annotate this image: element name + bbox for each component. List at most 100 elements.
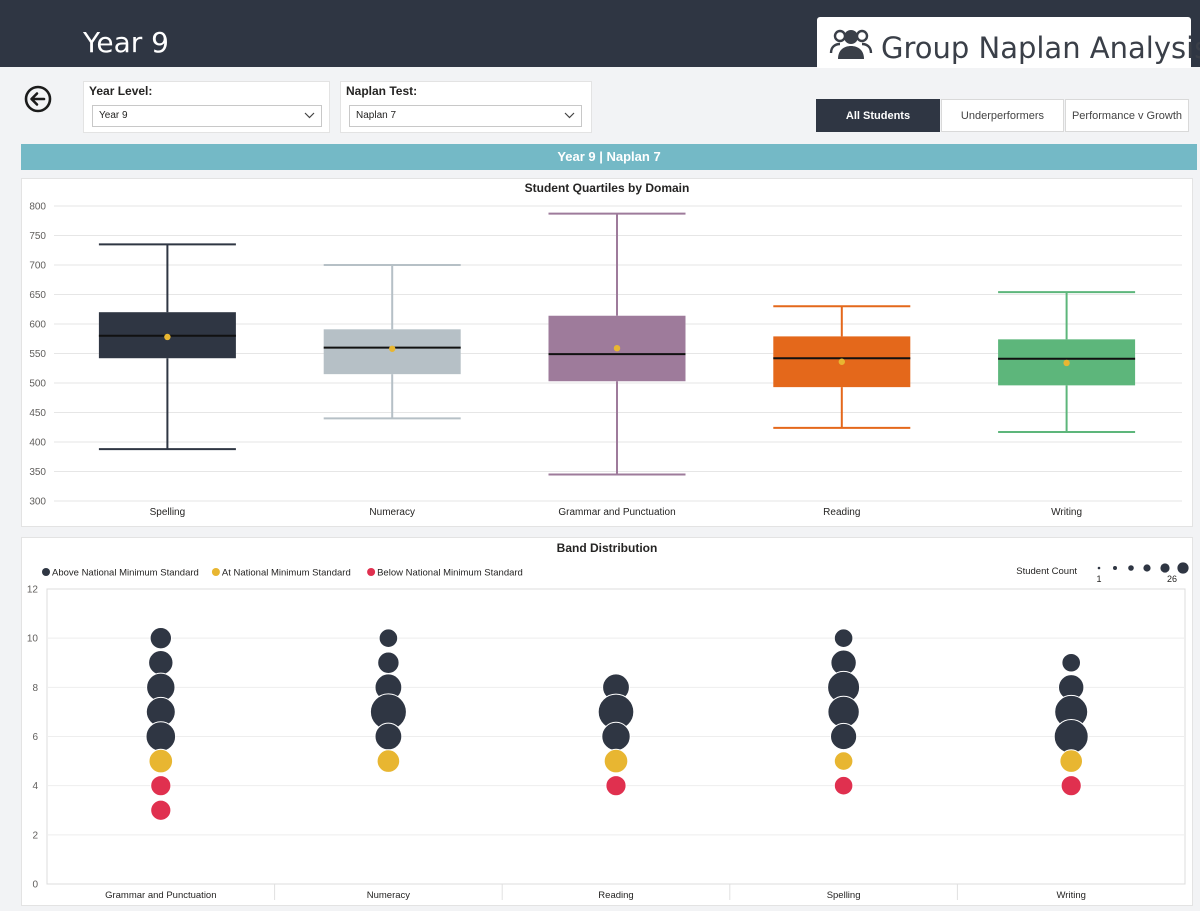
y-tick-label: 800 xyxy=(29,202,46,213)
bubble-at xyxy=(1059,749,1083,773)
box-reading xyxy=(773,305,911,429)
x-tick-label: Spelling xyxy=(827,890,861,901)
year-level-filter: Year Level: Year 9 xyxy=(83,81,330,133)
back-arrow-icon[interactable] xyxy=(24,85,52,113)
year-level-label: Year Level: xyxy=(89,84,153,98)
mean-marker xyxy=(613,344,621,352)
size-legend-dot xyxy=(1128,565,1134,571)
size-legend-min: 1 xyxy=(1096,574,1101,584)
y-tick-label: 12 xyxy=(27,585,39,596)
box-writing xyxy=(998,291,1136,433)
bubble-at xyxy=(603,748,629,774)
band-distribution-chart: Above National Minimum Standard At Nation… xyxy=(27,562,1189,901)
y-tick-label: 400 xyxy=(29,438,46,449)
bubble-above xyxy=(145,721,177,752)
bubble-above xyxy=(377,651,400,674)
legend-marker-above xyxy=(42,568,50,576)
y-tick-label: 10 xyxy=(27,634,39,645)
bubble-above xyxy=(1061,652,1081,673)
bubble-above xyxy=(148,650,174,676)
bubble-below xyxy=(833,775,854,796)
size-legend-dot xyxy=(1143,564,1151,572)
x-tick-label: Numeracy xyxy=(367,890,411,901)
y-tick-label: 650 xyxy=(29,290,46,301)
tab-underperformers[interactable]: Underperformers xyxy=(941,99,1064,132)
view-tabs: All Students Underperformers Performance… xyxy=(816,99,1190,132)
bubble-above xyxy=(149,626,173,650)
x-tick-label: Reading xyxy=(823,507,860,518)
x-tick-label: Writing xyxy=(1057,890,1086,901)
naplan-test-dropdown[interactable]: Naplan 7 xyxy=(349,105,582,127)
brand-panel: Group Naplan Analysis xyxy=(817,17,1200,68)
year-level-value: Year 9 xyxy=(99,110,128,121)
size-legend-label: Student Count xyxy=(1016,566,1077,577)
legend-label-below: Below National Minimum Standard xyxy=(377,568,523,579)
y-tick-label: 0 xyxy=(32,880,38,891)
y-tick-label: 2 xyxy=(32,830,38,841)
mean-marker xyxy=(389,345,396,352)
chevron-down-icon xyxy=(564,112,575,119)
x-tick-label: Grammar and Punctuation xyxy=(105,890,216,901)
legend-marker-at xyxy=(211,568,220,576)
y-tick-label: 6 xyxy=(32,732,38,743)
y-tick-label: 700 xyxy=(29,261,46,272)
bubble-below xyxy=(605,775,627,797)
bubble-at xyxy=(376,749,401,773)
size-legend-dot xyxy=(1177,562,1189,574)
mean-marker xyxy=(1063,359,1070,367)
chevron-down-icon xyxy=(304,112,315,119)
size-legend-max: 26 xyxy=(1167,574,1177,584)
band-chart-card: Band Distribution Above National Minimum… xyxy=(21,537,1193,906)
x-tick-label: Numeracy xyxy=(369,507,415,518)
quartiles-chart-card: Student Quartiles by Domain 300 350 400 450… xyxy=(21,178,1193,527)
legend-marker-below xyxy=(367,568,376,576)
bubble-above xyxy=(830,722,858,751)
legend-label-above: Above National Minimum Standard xyxy=(52,568,199,579)
naplan-test-value: Naplan 7 xyxy=(356,110,397,121)
bubble-below xyxy=(150,775,172,797)
size-legend-dot xyxy=(1097,566,1101,570)
bubble-below xyxy=(150,799,172,821)
y-tick-label: 8 xyxy=(32,683,38,694)
box-spelling xyxy=(98,243,236,451)
mean-marker xyxy=(838,358,845,365)
y-tick-label: 550 xyxy=(29,349,46,360)
box-grammar-and-punctuation xyxy=(548,212,686,476)
x-tick-label: Writing xyxy=(1051,507,1082,518)
naplan-test-label: Naplan Test: xyxy=(346,84,418,98)
tab-performance-v-growth[interactable]: Performance v Growth xyxy=(1065,99,1189,132)
size-legend-dot xyxy=(1160,563,1170,573)
bubble-above xyxy=(1053,719,1089,754)
bubble-above xyxy=(833,628,854,648)
legend-label-at: At National Minimum Standard xyxy=(222,568,351,579)
bubble-above xyxy=(378,628,399,648)
y-tick-label: 350 xyxy=(29,467,46,478)
size-legend-dot xyxy=(1113,566,1117,570)
page-title: Year 9 xyxy=(83,26,169,59)
group-users-icon xyxy=(829,29,873,59)
y-tick-label: 4 xyxy=(32,781,38,792)
y-tick-label: 500 xyxy=(29,379,46,390)
naplan-test-filter: Naplan Test: Naplan 7 xyxy=(340,81,592,133)
y-tick-label: 300 xyxy=(29,497,46,508)
box-numeracy xyxy=(323,264,461,420)
mean-marker xyxy=(164,333,171,341)
quartiles-chart: 300 350 400 450 500 550 600 650 700 750 800 Spellin… xyxy=(29,202,1182,518)
bubble-at xyxy=(148,748,174,774)
app-title: Group Naplan Analysis xyxy=(881,31,1200,65)
quartiles-chart-title: Student Quartiles by Domain xyxy=(524,181,690,195)
tab-all-students[interactable]: All Students xyxy=(816,99,940,132)
x-tick-label: Spelling xyxy=(150,507,186,518)
band-chart-title: Band Distribution xyxy=(556,541,658,555)
y-tick-label: 750 xyxy=(29,231,46,242)
y-tick-label: 450 xyxy=(29,408,46,419)
selection-banner: Year 9 | Naplan 7 xyxy=(21,144,1197,170)
year-level-dropdown[interactable]: Year 9 xyxy=(92,105,322,127)
x-tick-label: Grammar and Punctuation xyxy=(558,507,675,518)
x-tick-label: Reading xyxy=(598,890,633,901)
bubble-below xyxy=(1060,775,1082,797)
bubble-at xyxy=(833,751,854,771)
y-tick-label: 600 xyxy=(29,320,46,331)
bubble-above xyxy=(374,722,403,751)
bubble-above xyxy=(601,721,631,752)
